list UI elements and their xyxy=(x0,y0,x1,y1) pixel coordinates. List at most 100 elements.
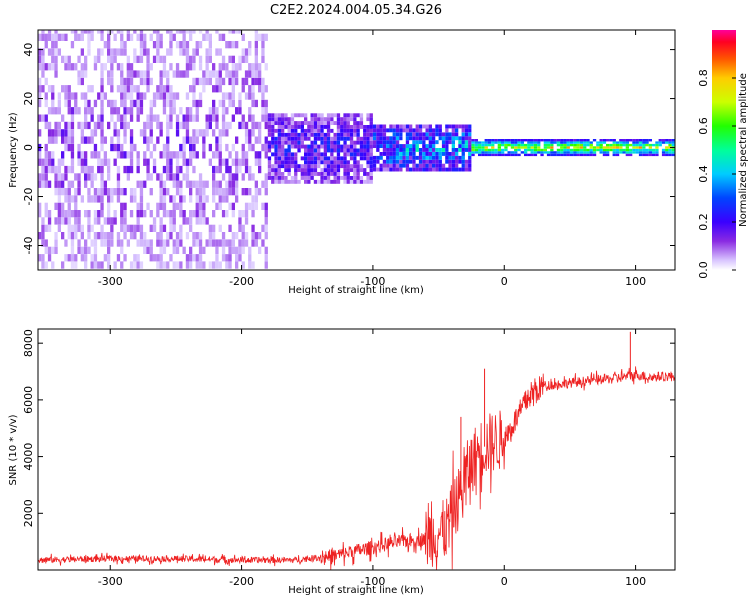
spectrogram-cell xyxy=(356,125,360,129)
spectrogram-cell xyxy=(107,246,111,254)
spectrogram-cell xyxy=(258,121,262,130)
spectrogram-cell xyxy=(80,121,84,130)
spectrogram-cell xyxy=(212,165,216,174)
spectrogram-cell xyxy=(330,113,334,118)
spectrogram-cell xyxy=(520,141,524,144)
spectrogram-cell xyxy=(254,121,258,130)
spectrogram-cell xyxy=(294,176,298,180)
spectrogram-cell xyxy=(100,107,104,115)
spectrogram-cell xyxy=(313,164,318,169)
spectrogram-cell xyxy=(244,151,249,159)
spectrogram-cell xyxy=(113,261,117,269)
spectrogram-cell xyxy=(310,132,314,137)
spectrogram-cell xyxy=(74,217,78,225)
spectrogram-cell xyxy=(412,148,416,152)
spectrogram-cell xyxy=(185,165,190,174)
spectrogram-cell xyxy=(294,121,298,125)
spectrogram-cell xyxy=(103,254,107,262)
spectrogram-cell xyxy=(93,210,98,218)
spectrogram-cell xyxy=(514,141,518,144)
spectrogram-cell xyxy=(225,92,229,100)
spectrogram-cell xyxy=(51,85,55,93)
spectrogram-cell xyxy=(510,139,515,142)
spectrogram-cell xyxy=(241,173,245,181)
spectrogram-cell xyxy=(143,180,147,188)
spectrogram-cell xyxy=(359,113,364,118)
spectrogram-cell xyxy=(195,114,199,122)
spectrogram-cell xyxy=(464,124,469,129)
spectrogram-cell xyxy=(307,132,311,137)
spectrogram-cell xyxy=(235,151,239,159)
spectrogram-cell xyxy=(363,140,367,145)
spectrogram-cell xyxy=(80,195,84,203)
spectrogram-cell xyxy=(54,63,58,71)
spectrogram-cell xyxy=(87,217,91,225)
spectrogram-cell xyxy=(166,114,170,122)
spectrogram-cell xyxy=(635,151,639,154)
spectrogram-cell xyxy=(330,136,334,141)
spectrogram-cell xyxy=(615,148,620,152)
spectrogram-cell xyxy=(415,128,419,133)
spectrogram-cell xyxy=(317,164,321,169)
spectrogram-cell xyxy=(310,117,314,122)
spectrogram-cell xyxy=(84,55,88,63)
spectrogram-cell xyxy=(661,148,666,152)
spectrogram-cell xyxy=(267,128,272,133)
spectrogram-cell xyxy=(671,148,675,152)
spectrogram-cell xyxy=(64,121,68,130)
spectrogram-cell xyxy=(231,232,235,240)
spectrogram-cell xyxy=(372,155,377,160)
spectrogram-cell xyxy=(212,173,216,181)
spectrogram-cell xyxy=(80,158,84,166)
spectrogram-cell xyxy=(110,55,114,63)
spectrogram-cell xyxy=(435,152,439,156)
spectrogram-cell xyxy=(445,144,449,148)
spectrogram-cell xyxy=(300,176,304,180)
spectrogram-cell xyxy=(208,158,212,166)
spectrogram-cell xyxy=(438,155,442,160)
spectrogram-cell xyxy=(494,139,498,142)
spectrogram-cell xyxy=(139,224,144,232)
spectrogram-cell xyxy=(363,148,367,153)
spectrogram-cell xyxy=(162,180,167,188)
spectrogram-cell xyxy=(87,210,91,218)
spectrogram-cell xyxy=(648,146,652,149)
spectrogram-cell xyxy=(162,246,167,254)
spectrogram-cell xyxy=(57,107,61,115)
spectrogram-cell xyxy=(228,173,232,181)
spectrogram-cell xyxy=(77,224,81,232)
spectrogram-cell xyxy=(221,77,226,86)
spectrogram-cell xyxy=(38,129,42,137)
spectrogram-cell xyxy=(422,148,426,152)
spectrogram-cell xyxy=(661,141,666,144)
spectrogram-cell xyxy=(166,165,170,174)
spectrogram-cell xyxy=(267,156,272,161)
spectrogram-cell xyxy=(428,163,432,168)
spectrogram-cell xyxy=(333,168,337,172)
spectrogram-cell xyxy=(146,239,150,247)
spectrogram-cell xyxy=(54,33,58,41)
spectrogram-cell xyxy=(356,160,360,165)
spectrogram-cell xyxy=(228,41,232,49)
spectrogram-cell xyxy=(254,33,258,41)
spectrogram-cell xyxy=(110,99,114,108)
spectrogram-cell xyxy=(110,48,114,56)
spectrogram-cell xyxy=(333,144,337,149)
spectrogram-cell xyxy=(162,143,167,152)
spectrogram-cell xyxy=(103,232,107,240)
spectrogram-cell xyxy=(90,195,94,203)
spectrogram-cell xyxy=(550,139,554,142)
spectrogram-cell xyxy=(359,148,364,153)
spectrogram-cell xyxy=(583,139,587,142)
spectrogram-cell xyxy=(326,148,331,153)
spectrogram-cell xyxy=(261,41,265,49)
spectrogram-cell xyxy=(103,180,107,188)
spectrogram-cell xyxy=(97,151,101,159)
spectrogram-cell xyxy=(84,63,88,71)
spectrogram-cell xyxy=(369,160,373,165)
spectrogram-cell xyxy=(441,152,446,156)
spectrogram-cell xyxy=(281,179,285,184)
spectrogram-cell xyxy=(573,148,577,152)
spectrogram-cell xyxy=(281,160,285,165)
spectrogram-cell xyxy=(107,188,111,196)
